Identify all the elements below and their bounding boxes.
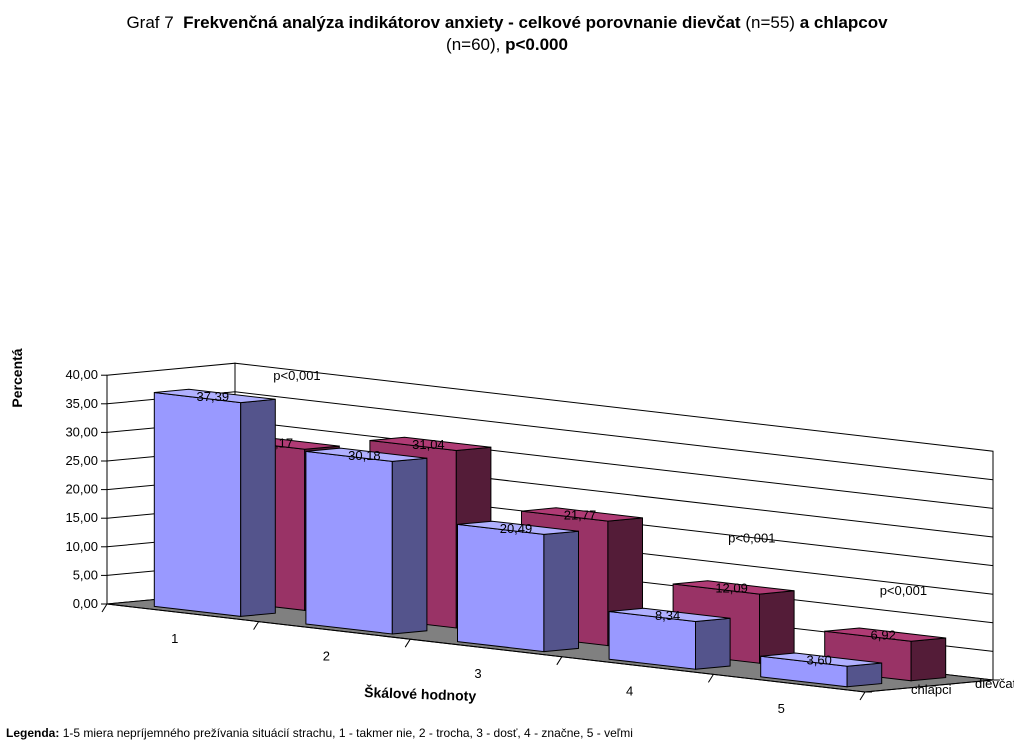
x-tick-label: 3 — [474, 666, 481, 681]
legend-note-label: Legenda: — [6, 726, 60, 740]
y-tick-label: 40,00 — [65, 367, 98, 382]
depth-axis-labels: chlapci dievčatá — [864, 676, 1014, 697]
data-label: 12,09 — [715, 580, 748, 595]
bar-top-face — [305, 447, 427, 462]
data-label: 20,49 — [500, 521, 533, 536]
bar-chlapci-2: 30,18 — [305, 447, 428, 635]
series-label: chlapci — [911, 682, 952, 697]
significance-annotation: p<0,001 — [273, 368, 320, 383]
x-tick-label: 5 — [778, 701, 785, 716]
bar-top-face — [609, 607, 731, 623]
x-tick-mark — [859, 691, 866, 701]
x-tick-mark — [253, 621, 260, 630]
bar-side-face — [240, 398, 276, 617]
data-label: 8,34 — [655, 608, 680, 623]
bar-side-face — [543, 530, 579, 653]
chart-annotations: p<0,001 p<0,001 p<0,001 — [273, 368, 927, 598]
bar-front-face — [305, 450, 393, 635]
bar-top-face — [760, 652, 882, 667]
y-axis-ticks: 0,00 5,00 10,00 15,00 20,00 25,00 30,00 35,00 40… — [65, 367, 107, 611]
bar-top-face — [673, 580, 795, 595]
data-label: 37,39 — [197, 389, 230, 404]
y-tick-label: 20,00 — [65, 482, 98, 497]
bar-top-face — [824, 627, 946, 642]
x-tick-label: 1 — [171, 631, 178, 646]
y-tick-label: 5,00 — [73, 567, 98, 582]
legend-note: Legenda: 1-5 miera nepríjemného prežívan… — [6, 726, 633, 740]
x-tick-mark — [707, 674, 714, 683]
title-n-girls: (n=55) — [745, 13, 795, 32]
title-pvalue: p<0.000 — [505, 35, 568, 54]
bar-top-face — [369, 436, 491, 452]
bar-top-face — [154, 388, 276, 404]
bar-side-face — [846, 662, 883, 688]
bar-front-face — [457, 523, 545, 653]
chart-title: Graf 7 Frekvenčná analýza indikátorov an… — [0, 12, 1014, 56]
y-tick-label: 30,00 — [65, 424, 98, 439]
bar-front-face — [153, 391, 242, 617]
x-tick-mark — [556, 656, 563, 666]
data-label: 30,18 — [348, 448, 381, 463]
title-main-a: Frekvenčná analýza indikátorov anxiety -… — [183, 13, 741, 32]
title-prefix: Graf 7 — [126, 13, 174, 32]
bar-side-face — [910, 637, 947, 682]
bar-dievcata-5: 6,92 — [824, 627, 947, 682]
data-label: 3,60 — [807, 653, 832, 668]
bar-side-face — [391, 457, 428, 635]
data-label: 6,92 — [871, 628, 896, 643]
x-tick-mark — [101, 603, 108, 613]
bar-chlapci-4: 8,34 — [608, 607, 731, 670]
chart-bars: 28,17 31,0421,7712,096,9237,3930,1820,498… — [153, 388, 947, 688]
bar-top-face — [521, 507, 643, 522]
bar-side-face — [695, 617, 731, 670]
title-n-boys: (n=60), — [446, 35, 501, 54]
x-axis-ticks: 1 2 3 4 5 — [101, 603, 866, 716]
x-axis-line — [106, 603, 866, 693]
x-tick-label: 4 — [626, 684, 633, 699]
data-label: 31,04 — [412, 437, 445, 452]
title-main-b: a chlapcov — [799, 13, 888, 32]
bar-chlapci-1: 37,39 — [153, 388, 276, 617]
series-label: dievčatá — [975, 676, 1014, 691]
y-tick-label: 35,00 — [65, 396, 98, 411]
x-axis-label: Škálové hodnoty — [364, 683, 477, 704]
bar-chlapci-3: 20,49 — [457, 520, 579, 653]
bar-side-face — [759, 590, 795, 664]
legend-note-text: 1-5 miera nepríjemného prežívania situác… — [62, 726, 633, 740]
y-tick-label: 25,00 — [65, 453, 98, 468]
bar-top-face — [457, 520, 579, 535]
y-tick-label: 15,00 — [65, 510, 98, 525]
x-tick-label: 2 — [323, 648, 330, 663]
significance-annotation: p<0,001 — [728, 531, 775, 546]
y-axis-label: Percentá — [9, 348, 25, 407]
y-tick-label: 10,00 — [65, 539, 98, 554]
bar-chlapci-5: 3,60 — [760, 652, 883, 688]
data-label: 21,77 — [564, 507, 597, 522]
gridline — [106, 391, 994, 481]
y-tick-label: 0,00 — [73, 596, 98, 611]
x-tick-mark — [404, 638, 411, 648]
significance-annotation: p<0,001 — [880, 583, 927, 598]
